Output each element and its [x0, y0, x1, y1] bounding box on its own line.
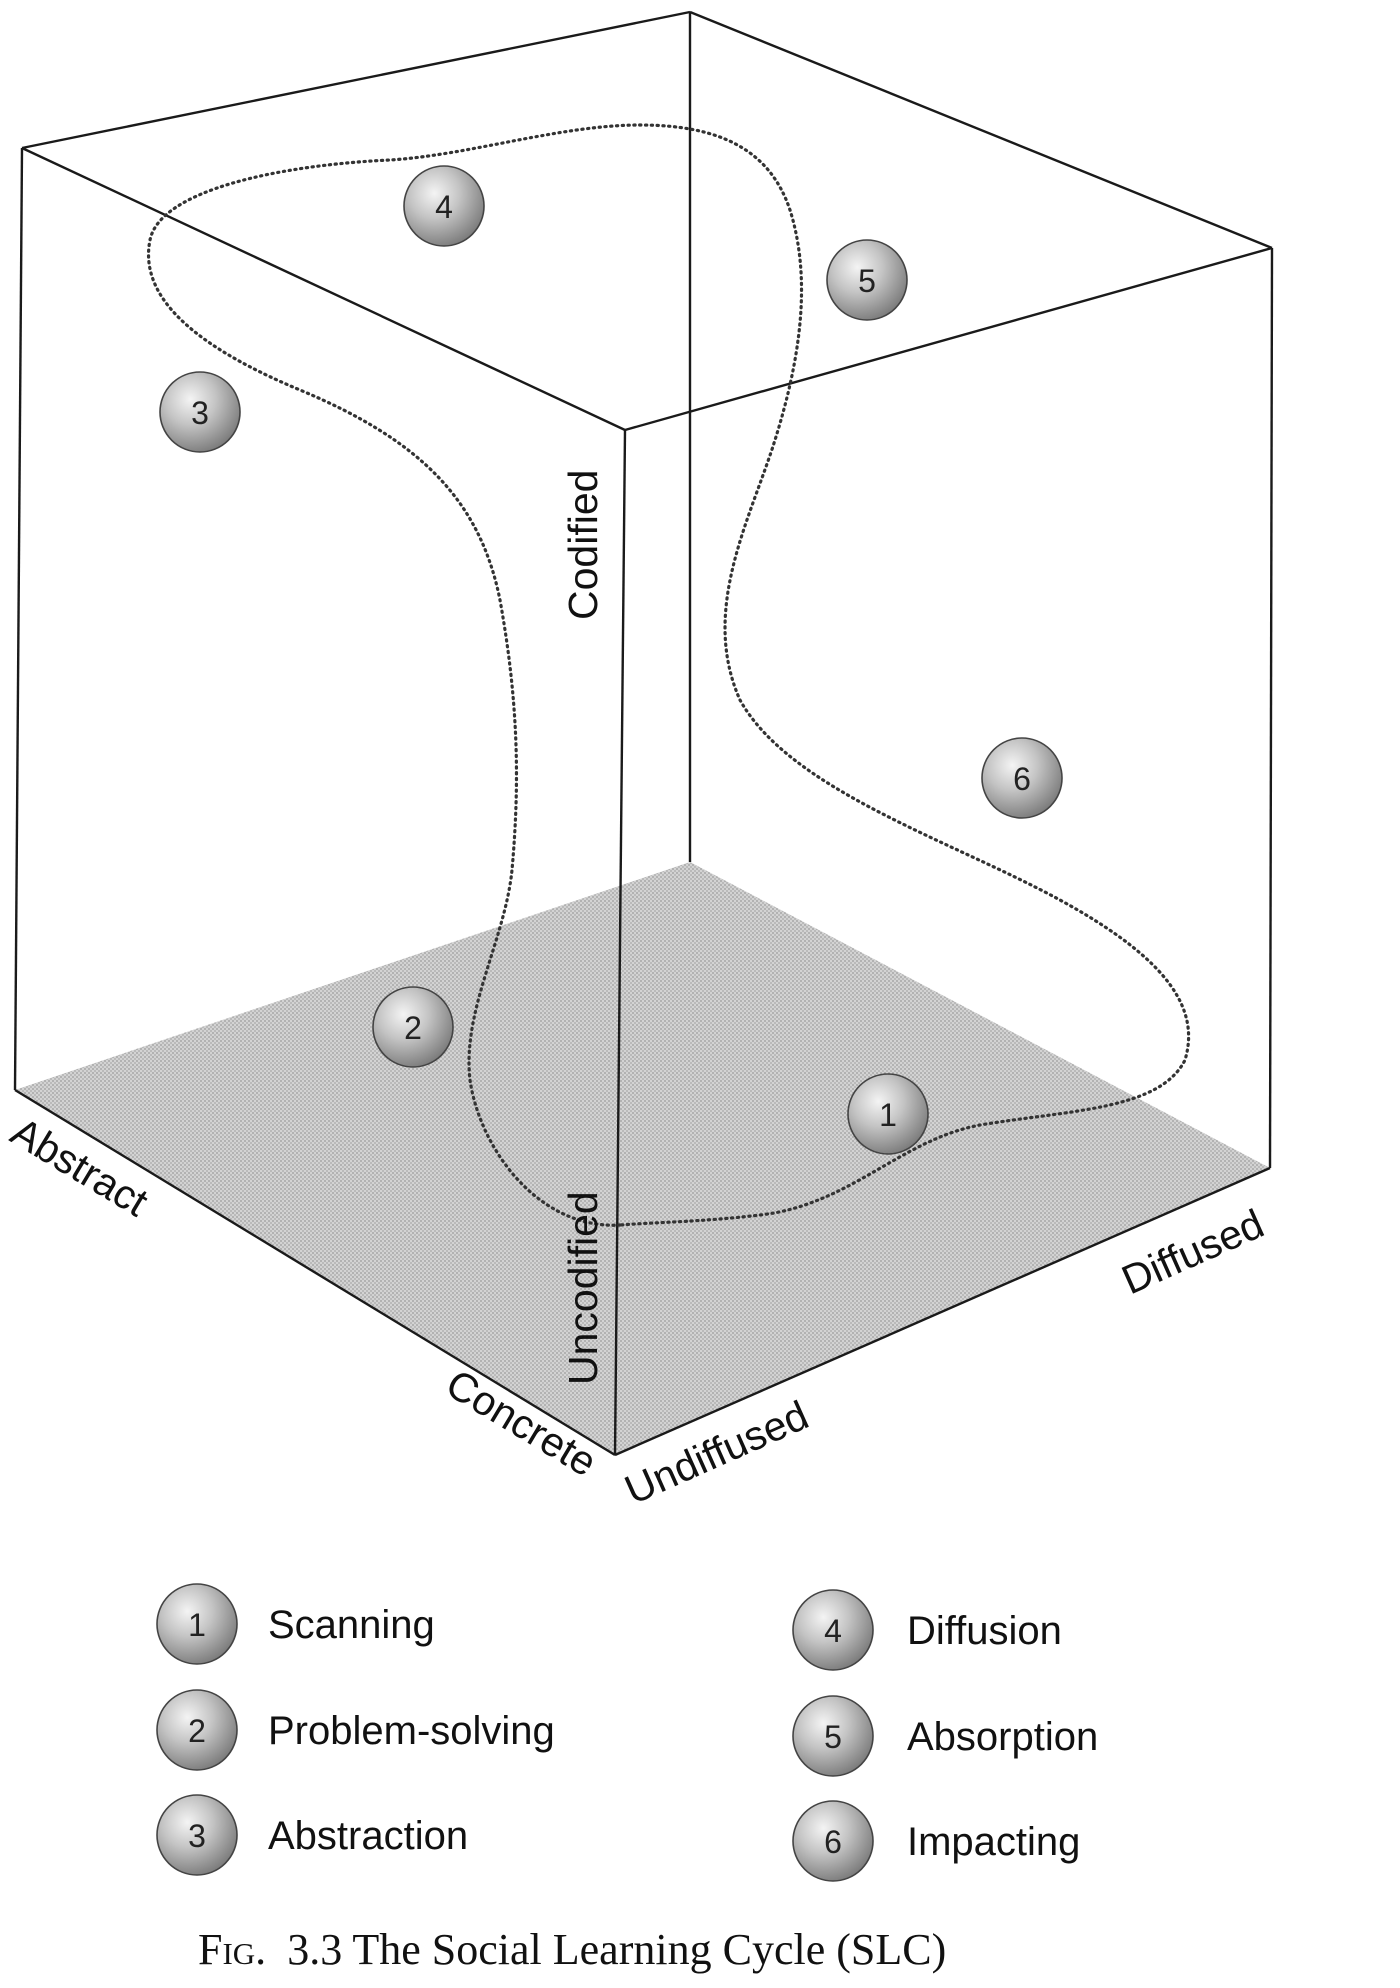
legend-item: 5 Absorption — [792, 1695, 1098, 1777]
legend-number: 1 — [188, 1607, 206, 1643]
phase-node-number: 4 — [435, 189, 453, 225]
figure-caption: Fig. 3.3 The Social Learning Cycle (SLC) — [198, 1925, 946, 1974]
figure-caption-prefix: Fig. — [198, 1925, 266, 1974]
legend-label: Scanning — [268, 1603, 435, 1647]
legend-label: Abstraction — [268, 1814, 468, 1858]
legend-number: 4 — [824, 1613, 842, 1649]
phase-node-number: 3 — [191, 395, 209, 431]
axis-label-uncodified: Uncodified — [560, 1191, 606, 1385]
legend-label: Impacting — [907, 1820, 1080, 1864]
phase-node-4: 4 — [403, 165, 485, 247]
phase-node-1: 1 — [847, 1073, 929, 1155]
cube-edges — [13, 10, 1274, 1457]
legend-item: 2 Problem-solving — [156, 1689, 555, 1771]
legend: 1 Scanning 2 Problem-solving 3 Abstracti… — [156, 1583, 1098, 1882]
phase-node-number: 6 — [1013, 761, 1031, 797]
phase-node-3: 3 — [159, 371, 241, 453]
legend-label: Absorption — [907, 1715, 1098, 1759]
phase-node-number: 5 — [858, 263, 876, 299]
cube-floor — [15, 862, 1270, 1455]
legend-item: 1 Scanning — [156, 1583, 435, 1665]
legend-number: 6 — [824, 1824, 842, 1860]
legend-label: Diffusion — [907, 1609, 1062, 1653]
legend-number: 2 — [188, 1713, 206, 1749]
phase-node-5: 5 — [826, 239, 908, 321]
legend-item: 6 Impacting — [792, 1800, 1080, 1882]
legend-label: Problem-solving — [268, 1709, 555, 1753]
legend-item: 3 Abstraction — [156, 1794, 468, 1876]
axis-label-codified: Codified — [560, 470, 606, 620]
figure-caption-text: 3.3 The Social Learning Cycle (SLC) — [287, 1925, 946, 1974]
phase-node-number: 1 — [879, 1097, 897, 1133]
phase-node-6: 6 — [981, 737, 1063, 819]
legend-number: 5 — [824, 1719, 842, 1755]
legend-number: 3 — [188, 1818, 206, 1854]
learning-cycle-curve — [147, 123, 1191, 1227]
phase-node-2: 2 — [372, 986, 454, 1068]
legend-item: 4 Diffusion — [792, 1589, 1062, 1671]
phase-node-number: 2 — [404, 1010, 422, 1046]
